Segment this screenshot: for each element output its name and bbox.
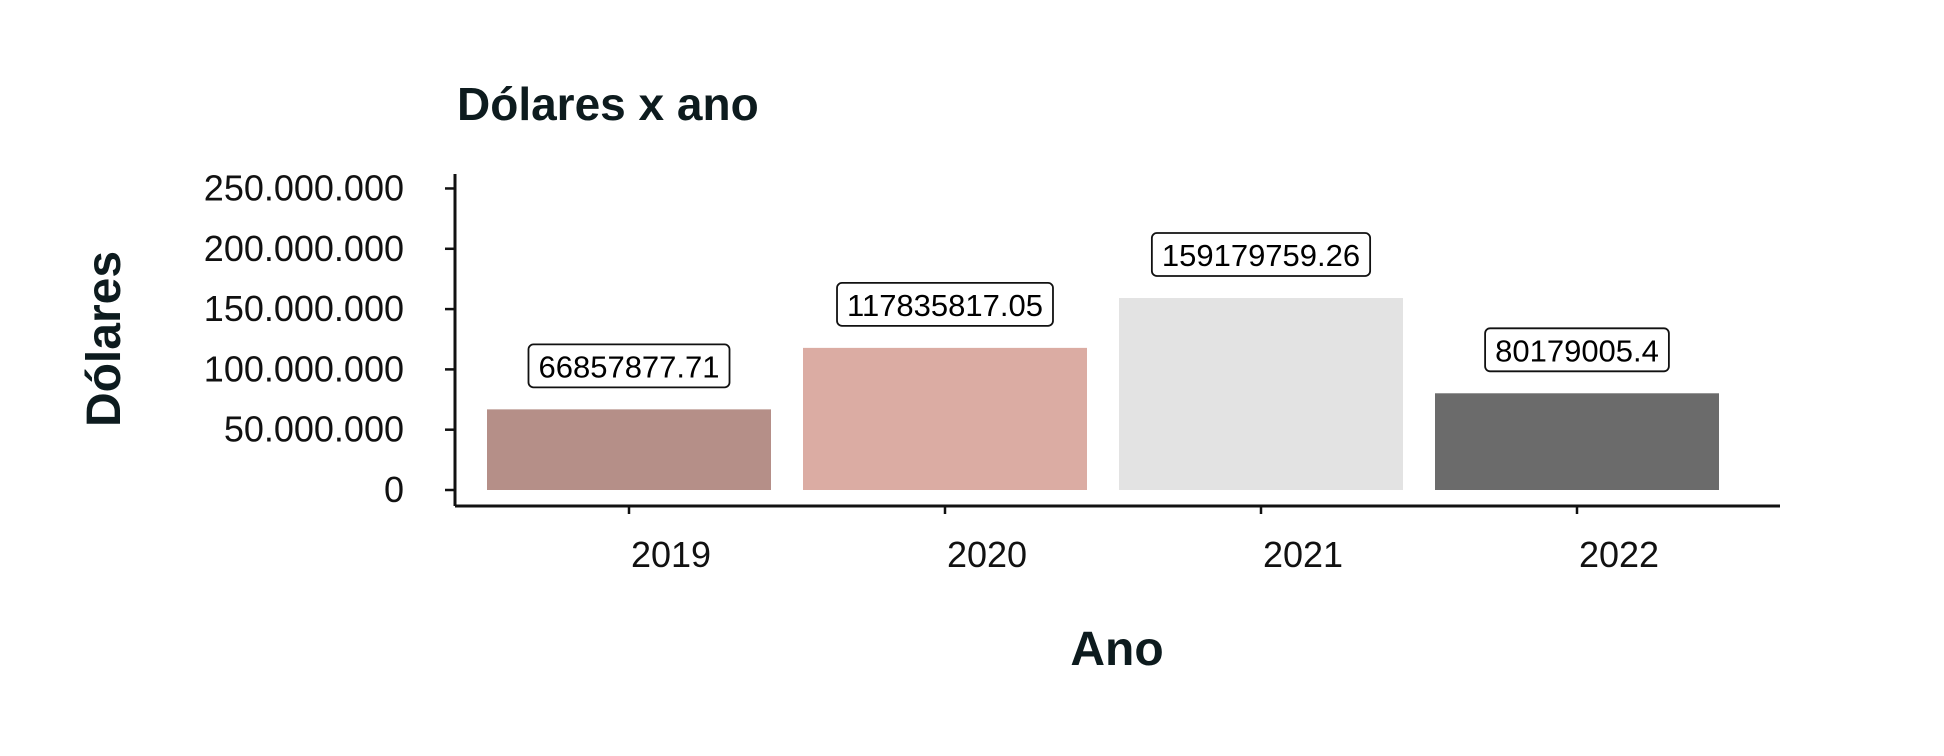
y-axis: 0 50.000.000 100.000.000 150.000.000 200.000… xyxy=(204,167,455,510)
x-tick-label: 2022 xyxy=(1579,534,1659,575)
bar-2020 xyxy=(803,347,1087,490)
bar-2021 xyxy=(1119,298,1403,490)
y-tick-label: 250.000.000 xyxy=(204,167,404,208)
data-label-box xyxy=(1150,232,1372,277)
y-tick-label: 200.000.000 xyxy=(204,228,404,269)
data-labels-group: 66857877.71 117835817.05 159179759.26 80179… xyxy=(527,232,1670,389)
chart-title: Dólares x ano xyxy=(457,78,759,130)
y-tick-label: 100.000.000 xyxy=(204,348,404,389)
bar-2019 xyxy=(487,409,771,490)
data-label: 66857877.71 xyxy=(538,349,719,384)
data-label-box xyxy=(527,343,731,389)
x-axis-title: Ano xyxy=(1070,623,1163,676)
x-tick-label: 2019 xyxy=(631,534,711,575)
data-label: 159179759.26 xyxy=(1162,238,1360,273)
bars-group xyxy=(487,298,1719,490)
data-label-box xyxy=(1484,327,1670,373)
x-axis: 2019 2020 2021 2022 xyxy=(627,506,1659,575)
y-axis-title: Dólares xyxy=(78,251,131,427)
data-label-box xyxy=(836,281,1054,327)
data-label: 117835817.05 xyxy=(847,288,1043,323)
data-label: 80179005.4 xyxy=(1495,333,1659,368)
x-tick-label: 2020 xyxy=(947,534,1027,575)
y-tick-label: 0 xyxy=(384,469,404,510)
y-tick-label: 150.000.000 xyxy=(204,288,404,329)
x-tick-label: 2021 xyxy=(1263,534,1343,575)
y-tick-label: 50.000.000 xyxy=(224,409,404,450)
bar-2022 xyxy=(1435,393,1719,490)
